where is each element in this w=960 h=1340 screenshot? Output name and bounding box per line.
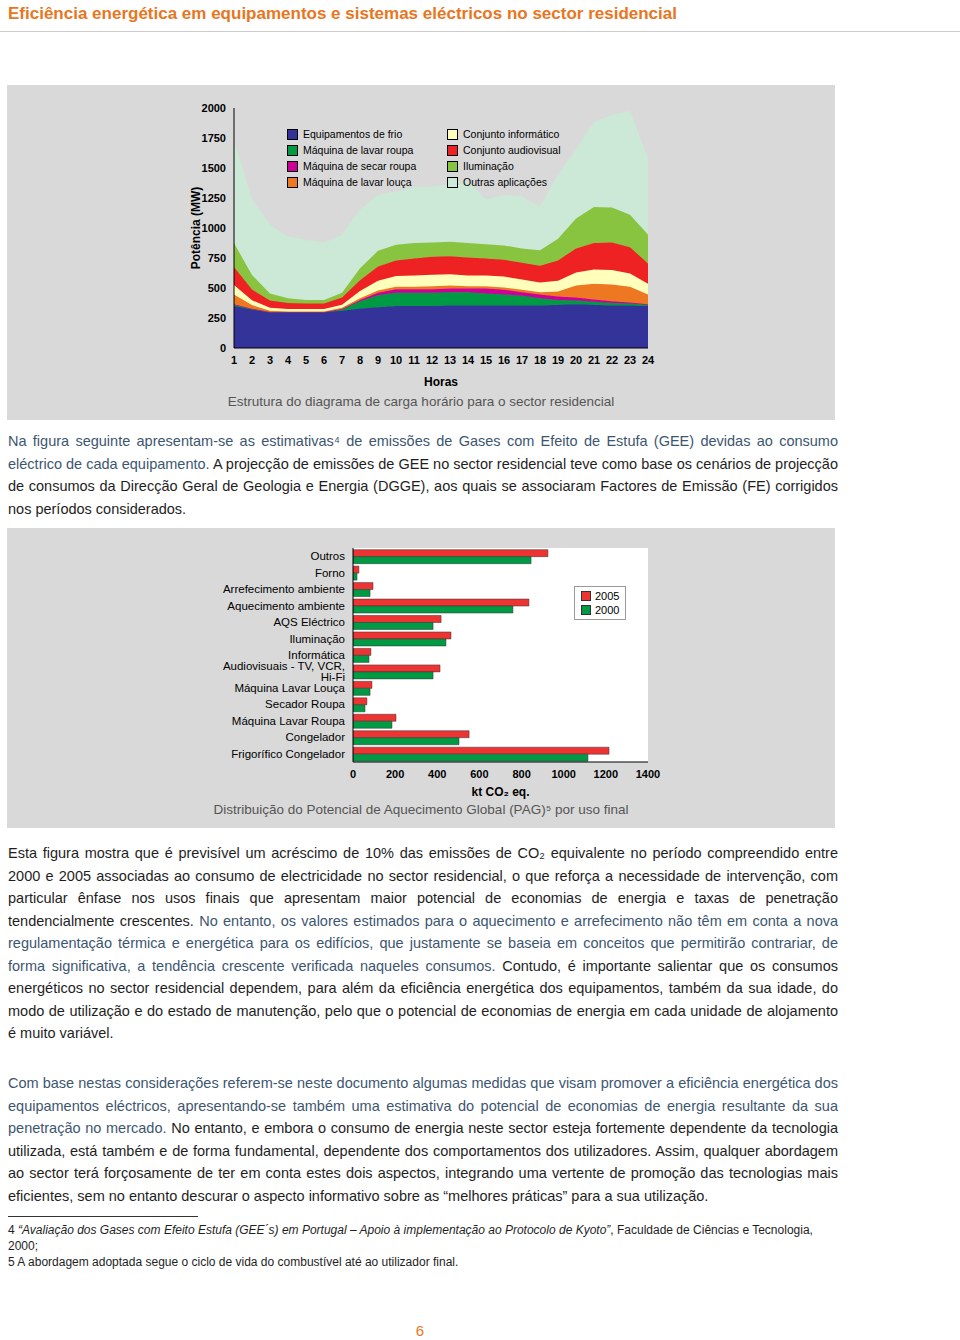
svg-text:1: 1 bbox=[231, 354, 237, 366]
svg-text:750: 750 bbox=[208, 252, 226, 264]
svg-text:20: 20 bbox=[570, 354, 582, 366]
html-text:Conjunto audiovisual: Conjunto audiovisual bbox=[463, 144, 561, 156]
svg-text:Iluminação: Iluminação bbox=[289, 633, 345, 645]
svg-text:13: 13 bbox=[444, 354, 456, 366]
svg-text:1200: 1200 bbox=[594, 768, 618, 780]
svg-text:12: 12 bbox=[426, 354, 438, 366]
html-text:Estrutura do diagrama de carga: Estrutura do diagrama de carga horário p… bbox=[227, 394, 615, 409]
svg-text:3: 3 bbox=[267, 354, 273, 366]
svg-text:2: 2 bbox=[249, 354, 255, 366]
svg-text:5: 5 bbox=[303, 354, 309, 366]
svg-text:Máquina Lavar Louça: Máquina Lavar Louça bbox=[234, 682, 345, 694]
svg-text:8: 8 bbox=[357, 354, 363, 366]
svg-text:22: 22 bbox=[606, 354, 618, 366]
svg-text:Secador Roupa: Secador Roupa bbox=[265, 698, 346, 710]
html-text:2000: 2000 bbox=[595, 604, 620, 616]
svg-text:Horas: Horas bbox=[424, 375, 458, 389]
svg-text:Frigorífico Congelador: Frigorífico Congelador bbox=[231, 748, 345, 760]
html-text:Máquina de lavar roupa: Máquina de lavar roupa bbox=[303, 144, 414, 156]
html-text:Potência (MW): Potência (MW) bbox=[189, 186, 203, 270]
svg-text:18: 18 bbox=[534, 354, 546, 366]
html-text:Eficiência energética em equip: Eficiência energética em equipamentos e … bbox=[8, 4, 677, 23]
html-text:2005: 2005 bbox=[595, 590, 620, 602]
svg-text:Audiovisuais - TV, VCR,Hi-Fi: Audiovisuais - TV, VCR,Hi-Fi bbox=[223, 660, 345, 684]
svg-text:Aquecimento ambiente: Aquecimento ambiente bbox=[227, 600, 345, 612]
html-text:Contudo, é importante salienta: Contudo, é importante salientar que os c… bbox=[8, 957, 838, 1041]
svg-text:10: 10 bbox=[390, 354, 402, 366]
svg-text:16: 16 bbox=[498, 354, 510, 366]
html-text:Conjunto informático: Conjunto informático bbox=[463, 128, 560, 140]
svg-text:Forno: Forno bbox=[315, 567, 345, 579]
html-text:6: 6 bbox=[415, 1322, 425, 1339]
svg-text:kt CO₂ eq.: kt CO₂ eq. bbox=[471, 785, 529, 799]
svg-text:AQS Eléctrico: AQS Eléctrico bbox=[273, 616, 345, 628]
svg-text:500: 500 bbox=[208, 282, 226, 294]
html-text:5 A abordagem adoptada segue o: 5 A abordagem adoptada segue o ciclo de … bbox=[8, 1255, 459, 1269]
svg-text:6: 6 bbox=[321, 354, 327, 366]
svg-text:800: 800 bbox=[512, 768, 530, 780]
svg-text:1000: 1000 bbox=[551, 768, 575, 780]
svg-text:2000: 2000 bbox=[202, 102, 226, 114]
svg-text:0: 0 bbox=[220, 342, 226, 354]
svg-text:4: 4 bbox=[285, 354, 292, 366]
html-text:Outras aplicações: Outras aplicações bbox=[463, 176, 547, 188]
svg-text:21: 21 bbox=[588, 354, 600, 366]
html-text:Iluminação: Iluminação bbox=[463, 160, 514, 172]
svg-text:Outros: Outros bbox=[310, 550, 345, 562]
html-text:Máquina de secar roupa: Máquina de secar roupa bbox=[303, 160, 417, 172]
svg-text:1750: 1750 bbox=[202, 132, 226, 144]
svg-text:1400: 1400 bbox=[636, 768, 660, 780]
svg-text:7: 7 bbox=[339, 354, 345, 366]
html-text:Com base nestas considerações: Com base nestas considerações referem-se… bbox=[8, 1075, 838, 1204]
svg-text:1250: 1250 bbox=[202, 192, 226, 204]
html-text:Máquina de lavar louça: Máquina de lavar louça bbox=[303, 176, 412, 188]
svg-text:200: 200 bbox=[386, 768, 404, 780]
html-text:4 “Avaliação dos Gases com Efe: 4 “Avaliação dos Gases com Efeito Estufa… bbox=[8, 1223, 813, 1253]
svg-text:1500: 1500 bbox=[202, 162, 226, 174]
svg-text:24: 24 bbox=[642, 354, 655, 366]
svg-text:Congelador: Congelador bbox=[286, 731, 346, 743]
svg-text:1000: 1000 bbox=[202, 222, 226, 234]
svg-text:600: 600 bbox=[470, 768, 488, 780]
svg-text:11: 11 bbox=[408, 354, 420, 366]
svg-text:Informática: Informática bbox=[288, 649, 345, 662]
html-text:Esta figura mostra que é previ: Esta figura mostra que é previsível um a… bbox=[8, 845, 838, 974]
svg-text:Arrefecimento ambiente: Arrefecimento ambiente bbox=[223, 583, 345, 595]
html-text:Na figura seguinte apresentam-: Na figura seguinte apresentam-se as esti… bbox=[8, 433, 838, 517]
svg-text:Máquina Lavar Roupa: Máquina Lavar Roupa bbox=[232, 715, 346, 727]
svg-text:15: 15 bbox=[480, 354, 492, 366]
svg-text:250: 250 bbox=[208, 312, 226, 324]
svg-text:14: 14 bbox=[462, 354, 475, 366]
html-text:Distribuição do Potencial de A: Distribuição do Potencial de Aquecimento… bbox=[213, 802, 629, 817]
svg-text:19: 19 bbox=[552, 354, 564, 366]
svg-text:0: 0 bbox=[350, 768, 356, 780]
svg-text:9: 9 bbox=[375, 354, 381, 366]
html-text:Equipamentos de frio: Equipamentos de frio bbox=[303, 128, 403, 140]
svg-text:17: 17 bbox=[516, 354, 528, 366]
svg-text:400: 400 bbox=[428, 768, 446, 780]
svg-text:23: 23 bbox=[624, 354, 636, 366]
